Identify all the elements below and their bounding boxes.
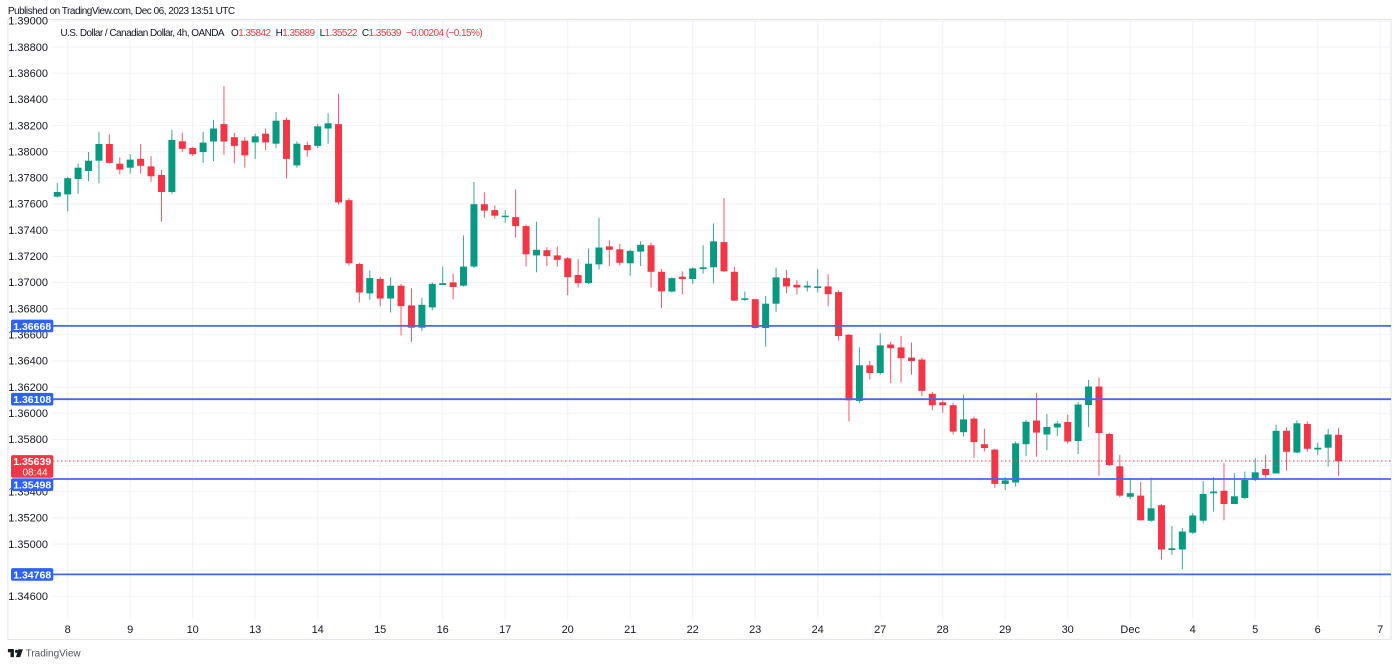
- svg-text:1.38800: 1.38800: [8, 42, 48, 54]
- svg-text:20: 20: [562, 624, 574, 636]
- svg-text:24: 24: [812, 624, 824, 636]
- svg-text:1.36668: 1.36668: [13, 321, 51, 333]
- svg-text:1.34600: 1.34600: [8, 591, 48, 603]
- svg-text:30: 30: [1062, 624, 1074, 636]
- svg-text:15: 15: [374, 624, 386, 636]
- svg-text:1.34768: 1.34768: [13, 569, 51, 581]
- svg-text:1.36400: 1.36400: [8, 356, 48, 368]
- svg-text:1.35800: 1.35800: [8, 434, 48, 446]
- svg-text:1.36600: 1.36600: [8, 330, 48, 342]
- svg-text:Dec: Dec: [1120, 624, 1140, 636]
- svg-text:1.36200: 1.36200: [8, 382, 48, 394]
- svg-text:6: 6: [1315, 624, 1321, 636]
- svg-text:08:44: 08:44: [22, 468, 47, 479]
- svg-text:1.37800: 1.37800: [8, 173, 48, 185]
- svg-text:1.38000: 1.38000: [8, 146, 48, 158]
- svg-text:21: 21: [624, 624, 636, 636]
- svg-text:17: 17: [499, 624, 511, 636]
- svg-text:1.38200: 1.38200: [8, 120, 48, 132]
- svg-text:1.36108: 1.36108: [13, 394, 51, 406]
- svg-text:8: 8: [65, 624, 71, 636]
- svg-text:9: 9: [127, 624, 133, 636]
- svg-text:1.35200: 1.35200: [8, 513, 48, 525]
- svg-text:10: 10: [187, 624, 199, 636]
- svg-text:1.37400: 1.37400: [8, 225, 48, 237]
- svg-text:29: 29: [999, 624, 1011, 636]
- svg-text:13: 13: [249, 624, 261, 636]
- svg-text:28: 28: [937, 624, 949, 636]
- svg-text:4: 4: [1190, 624, 1196, 636]
- svg-text:1.36800: 1.36800: [8, 303, 48, 315]
- svg-text:1.38400: 1.38400: [8, 94, 48, 106]
- svg-text:1.35639: 1.35639: [13, 456, 51, 468]
- svg-text:16: 16: [437, 624, 449, 636]
- svg-text:1.36000: 1.36000: [8, 408, 48, 420]
- svg-text:1.35498: 1.35498: [13, 480, 51, 492]
- svg-text:7: 7: [1377, 624, 1383, 636]
- svg-text:23: 23: [749, 624, 761, 636]
- svg-text:1.38600: 1.38600: [8, 68, 48, 80]
- svg-text:1.37200: 1.37200: [8, 251, 48, 263]
- svg-text:22: 22: [687, 624, 699, 636]
- svg-text:1.37000: 1.37000: [8, 277, 48, 289]
- svg-text:5: 5: [1252, 624, 1258, 636]
- svg-text:Published on TradingView.com,: Published on TradingView.com, Dec 06, 20…: [8, 6, 235, 17]
- svg-text:1.35000: 1.35000: [8, 539, 48, 551]
- svg-text:27: 27: [874, 624, 886, 636]
- svg-text:TradingView: TradingView: [26, 649, 82, 660]
- svg-text:14: 14: [312, 624, 324, 636]
- svg-text:1.37600: 1.37600: [8, 199, 48, 211]
- svg-text:1.39000: 1.39000: [8, 16, 48, 28]
